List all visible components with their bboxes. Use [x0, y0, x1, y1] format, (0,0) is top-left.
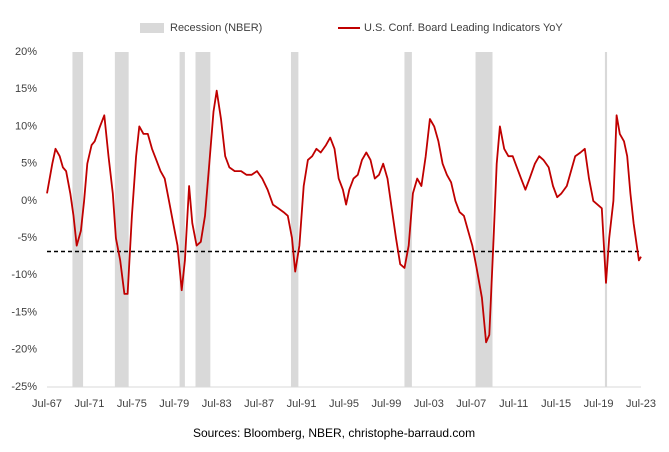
x-tick-label: Jul-71: [74, 398, 104, 410]
recession-band: [72, 52, 84, 387]
x-tick-label: Jul-75: [117, 398, 147, 410]
x-tick-label: Jul-23: [626, 398, 656, 410]
legend-label: Recession (NBER): [170, 22, 262, 34]
recession-band: [404, 52, 412, 387]
x-tick-label: Jul-11: [499, 398, 528, 410]
x-tick-label: Jul-95: [329, 398, 359, 410]
y-tick-label: -15%: [11, 306, 37, 318]
x-tick-label: Jul-79: [159, 398, 189, 410]
recession-band: [195, 52, 211, 387]
y-tick-label: -25%: [11, 381, 37, 393]
legend-swatch: [140, 23, 164, 33]
y-tick-label: 5%: [21, 158, 37, 170]
y-tick-label: 10%: [15, 120, 37, 132]
x-tick-label: Jul-83: [202, 398, 232, 410]
x-tick-label: Jul-99: [371, 398, 401, 410]
x-tick-label: Jul-91: [287, 398, 317, 410]
y-tick-label: 0%: [21, 195, 37, 207]
x-tick-label: Jul-07: [456, 398, 486, 410]
data-line: [46, 89, 642, 344]
source-note: Sources: Bloomberg, NBER, christophe-bar…: [193, 426, 475, 440]
x-tick-label: Jul-03: [414, 398, 444, 410]
y-tick-label: 20%: [15, 46, 37, 58]
y-tick-label: -10%: [11, 269, 37, 281]
x-tick-label: Jul-15: [541, 398, 571, 410]
y-tick-label: -5%: [17, 232, 37, 244]
recession-band: [604, 52, 608, 387]
x-tick-label: Jul-19: [584, 398, 614, 410]
x-tick-label: Jul-87: [244, 398, 274, 410]
y-tick-label: 15%: [15, 83, 37, 95]
recession-band: [179, 52, 185, 387]
x-tick-label: Jul-67: [32, 398, 62, 410]
recession-band: [475, 52, 493, 387]
recession-band: [290, 52, 299, 387]
y-tick-label: -20%: [11, 344, 37, 356]
legend-label: U.S. Conf. Board Leading Indicators YoY: [364, 22, 563, 34]
recession-band: [114, 52, 129, 387]
